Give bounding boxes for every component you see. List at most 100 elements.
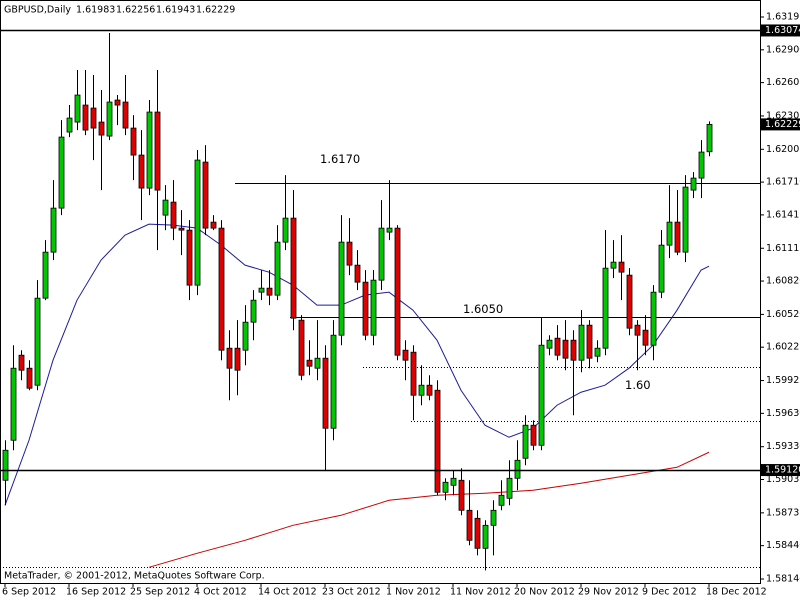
candle-body bbox=[2, 449, 9, 481]
candle-body bbox=[250, 299, 257, 323]
candle-body bbox=[34, 297, 41, 386]
candle-body bbox=[626, 274, 633, 329]
header-open: 1.61983 bbox=[76, 5, 115, 16]
candle-body bbox=[42, 251, 49, 299]
y-tick-label: 1.63195 bbox=[766, 12, 800, 23]
candle-body bbox=[426, 384, 433, 396]
x-tick-label: 16 Sep 2012 bbox=[66, 587, 126, 598]
header-high: 1.62256 bbox=[116, 5, 155, 16]
candle-body bbox=[202, 161, 209, 229]
y-tick-label: 1.58440 bbox=[766, 540, 800, 551]
y-tick-label: 1.61710 bbox=[766, 177, 800, 188]
candle-body bbox=[442, 481, 449, 493]
x-tick-label: 25 Sep 2012 bbox=[130, 587, 190, 598]
y-tick-label: 1.60820 bbox=[766, 276, 800, 287]
footer: MetaTrader, © 2001-2012, MetaQuotes Soft… bbox=[4, 571, 265, 582]
y-tick-label: 1.61415 bbox=[766, 209, 800, 220]
candle-body bbox=[10, 367, 17, 441]
candle-body bbox=[498, 494, 505, 506]
header-close: 1.62229 bbox=[196, 5, 235, 16]
candle-body bbox=[138, 154, 145, 189]
candle-body bbox=[74, 94, 81, 123]
candle-body bbox=[386, 227, 393, 233]
candle-body bbox=[458, 479, 465, 511]
candle-body bbox=[346, 241, 353, 266]
candle-body bbox=[402, 349, 409, 361]
candle-body bbox=[26, 367, 33, 389]
price-tag-label: 1.59120 bbox=[765, 465, 800, 476]
candle-body bbox=[522, 424, 529, 459]
candle-body bbox=[690, 177, 697, 191]
candle-body bbox=[450, 477, 457, 486]
y-tick-label: 1.62605 bbox=[766, 77, 800, 88]
candle-body bbox=[418, 384, 425, 396]
x-tick-label: 1 Nov 2012 bbox=[386, 587, 441, 598]
x-tick-label: 9 Dec 2012 bbox=[642, 587, 697, 598]
candle-body bbox=[170, 201, 177, 229]
y-tick-label: 1.59330 bbox=[766, 441, 800, 452]
candle-body bbox=[210, 221, 217, 229]
candle-body bbox=[154, 111, 161, 191]
candle-body bbox=[658, 244, 665, 293]
x-tick-label: 20 Nov 2012 bbox=[514, 587, 575, 598]
x-tick-label: 11 Nov 2012 bbox=[450, 587, 511, 598]
symbol: GBPUSD,Daily bbox=[4, 5, 71, 16]
candle-body bbox=[674, 221, 681, 253]
candle-body bbox=[18, 354, 25, 371]
candle-body bbox=[258, 287, 265, 293]
y-tick-label: 1.60520 bbox=[766, 309, 800, 320]
candle-body bbox=[226, 347, 233, 369]
candle-body bbox=[234, 347, 241, 371]
line-annotation: 1.6170 bbox=[320, 152, 360, 166]
candle-body bbox=[106, 101, 113, 137]
candle-body bbox=[290, 217, 297, 319]
candle-body bbox=[482, 524, 489, 549]
candle-body bbox=[98, 121, 105, 136]
candle-body bbox=[162, 199, 169, 216]
y-tick-label: 1.58735 bbox=[766, 507, 800, 518]
candle-body bbox=[514, 459, 521, 479]
candle-body bbox=[354, 264, 361, 283]
candle-body bbox=[362, 281, 369, 336]
candle-body bbox=[266, 287, 273, 296]
candle-body bbox=[322, 357, 329, 429]
candle-body bbox=[58, 136, 65, 209]
candle-body bbox=[618, 261, 625, 273]
candle-body bbox=[706, 124, 713, 153]
x-tick-label: 18 Dec 2012 bbox=[706, 587, 767, 598]
price-tag bbox=[761, 464, 800, 477]
candle-body bbox=[274, 241, 281, 296]
candle-body bbox=[122, 101, 129, 129]
candle-body bbox=[66, 117, 73, 133]
price-tag bbox=[761, 118, 800, 131]
y-tick-label: 1.60225 bbox=[766, 342, 800, 353]
candle-body bbox=[146, 111, 153, 189]
candle-body bbox=[90, 107, 97, 129]
candle-body bbox=[666, 221, 673, 246]
candle-body bbox=[394, 227, 401, 356]
candle-body bbox=[554, 337, 561, 356]
candle-body bbox=[410, 351, 417, 396]
candle-body bbox=[586, 324, 593, 359]
x-tick-label: 6 Sep 2012 bbox=[2, 587, 56, 598]
candle-body bbox=[466, 509, 473, 541]
candle-body bbox=[562, 339, 569, 359]
candle-body bbox=[610, 261, 617, 269]
candle-body bbox=[378, 227, 385, 281]
candle-body bbox=[594, 347, 601, 357]
plot-frame bbox=[0, 0, 761, 584]
candle-body bbox=[538, 344, 545, 446]
candle-body bbox=[186, 229, 193, 286]
candle-body bbox=[306, 359, 313, 367]
x-tick-label: 4 Oct 2012 bbox=[194, 587, 247, 598]
candle-body bbox=[282, 217, 289, 243]
price-tag-label: 1.63074 bbox=[765, 25, 800, 36]
candle-body bbox=[218, 227, 225, 351]
level-annotation: 1.60 bbox=[625, 378, 651, 392]
candle-body bbox=[114, 99, 121, 106]
candle-body bbox=[370, 279, 377, 336]
x-tick-label: 14 Oct 2012 bbox=[258, 587, 317, 598]
line-annotation: 1.6050 bbox=[463, 302, 503, 316]
candle-body bbox=[682, 186, 689, 253]
